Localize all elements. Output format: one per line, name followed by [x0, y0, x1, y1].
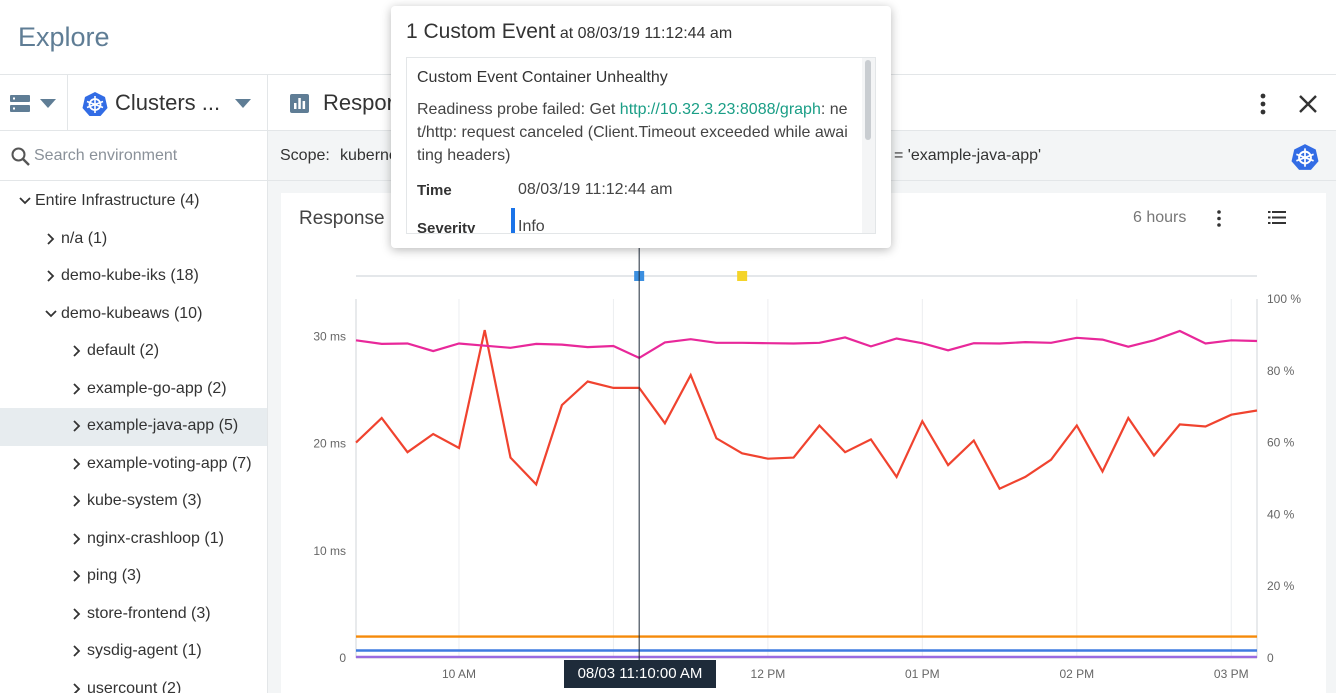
chevron-right-icon[interactable]	[70, 382, 84, 396]
time-range-label[interactable]: 6 hours	[1133, 209, 1187, 226]
search-bar	[0, 131, 267, 181]
bar-chart-icon	[290, 94, 309, 113]
tree-item[interactable]: usercount (2)	[0, 671, 267, 693]
chevron-down-icon[interactable]	[18, 194, 32, 208]
tree-item[interactable]: sysdig-agent (1)	[0, 633, 267, 671]
severity-value: Info	[518, 218, 545, 234]
search-input[interactable]	[34, 143, 254, 169]
scope-label: Scope:	[280, 147, 330, 164]
scope-value-start[interactable]: kuberne	[340, 147, 398, 164]
chevron-right-icon[interactable]	[70, 569, 84, 583]
page-title: Explore	[18, 22, 110, 52]
tree-item-label: demo-kubeaws (10)	[61, 304, 203, 322]
event-name: Custom Event Container Unhealthy	[417, 69, 668, 86]
tree-item[interactable]: kube-system (3)	[0, 483, 267, 521]
panel-title: Response	[299, 208, 385, 229]
severity-label: Severity	[417, 220, 476, 234]
tree-item-label: example-go-app (2)	[87, 379, 227, 397]
tree-item-label: demo-kube-iks (18)	[61, 267, 199, 284]
search-icon	[11, 147, 30, 166]
tree-item[interactable]: example-voting-app (7)	[0, 446, 267, 484]
clusters-label: Clusters ...	[115, 90, 221, 115]
tree-item[interactable]: example-go-app (2)	[0, 371, 267, 409]
chevron-right-icon[interactable]	[70, 644, 84, 658]
chevron-right-icon[interactable]	[70, 607, 84, 621]
dashboard-selector[interactable]: Respor	[268, 75, 468, 131]
kubernetes-icon	[82, 92, 108, 116]
chevron-down-icon[interactable]	[44, 307, 58, 321]
chevron-right-icon[interactable]	[70, 457, 84, 471]
caret-down-icon	[40, 99, 56, 108]
legend-list-icon[interactable]	[1268, 211, 1286, 224]
chevron-right-icon[interactable]	[70, 532, 84, 546]
chart-panel: Response 6 hours	[281, 193, 1326, 693]
chevron-right-icon[interactable]	[70, 494, 84, 508]
server-icon	[10, 95, 30, 112]
tree-item[interactable]: example-java-app (5)	[0, 408, 267, 446]
tree-item-label: sysdig-agent (1)	[87, 642, 202, 659]
tree-item[interactable]: default (2)	[0, 333, 267, 371]
more-vertical-icon[interactable]	[1259, 93, 1267, 115]
tree-item-label: nginx-crashloop (1)	[87, 529, 224, 547]
caret-down-icon	[235, 99, 251, 108]
time-value: 08/03/19 11:12:44 am	[518, 181, 673, 198]
tree-item-label: n/a (1)	[61, 229, 108, 247]
chevron-right-icon[interactable]	[70, 419, 84, 433]
tree-item[interactable]: ping (3)	[0, 558, 267, 596]
tree-item-label: example-voting-app (7)	[87, 454, 252, 472]
chevron-right-icon[interactable]	[44, 269, 58, 283]
tree-item-label: kube-system (3)	[87, 492, 202, 509]
tree-item[interactable]: Entire Infrastructure (4)	[0, 183, 267, 221]
tree-item-label: default (2)	[87, 342, 160, 359]
tree-item[interactable]: store-frontend (3)	[0, 596, 267, 634]
cursor-time-label: 08/03 11:10:00 AM	[564, 660, 716, 688]
event-description: Readiness probe failed: Get http://10.32…	[417, 98, 849, 167]
tooltip-header: 1 Custom Event at 08/03/19 11:12:44 am	[406, 20, 732, 44]
tree-item-label: Entire Infrastructure (4)	[35, 192, 200, 209]
tree-item[interactable]: nginx-crashloop (1)	[0, 521, 267, 559]
chevron-right-icon[interactable]	[70, 344, 84, 358]
scrollbar-thumb[interactable]	[865, 60, 871, 140]
kubernetes-icon	[1291, 144, 1319, 170]
tree-item-label: store-frontend (3)	[87, 604, 211, 622]
tree-item-label: example-java-app (5)	[87, 417, 239, 434]
tree-item[interactable]: demo-kube-iks (18)	[0, 258, 267, 296]
tree-item-label: ping (3)	[87, 567, 142, 584]
chevron-right-icon[interactable]	[44, 232, 58, 246]
tree-item[interactable]: n/a (1)	[0, 221, 267, 259]
sidebar: Entire Infrastructure (4) n/a (1) demo-kub…	[0, 131, 268, 693]
environment-tree: Entire Infrastructure (4) n/a (1) demo-kub…	[0, 183, 267, 693]
event-count: 1 Custom Event	[406, 20, 556, 43]
event-description-link[interactable]: http://10.32.3.23:8088/graph	[619, 101, 821, 118]
event-details: Custom Event Container Unhealthy Readine…	[406, 57, 876, 234]
event-tooltip: 1 Custom Event at 08/03/19 11:12:44 am C…	[391, 6, 891, 248]
data-source-selector[interactable]	[0, 75, 68, 131]
dashboard-label: Respor	[323, 90, 394, 115]
severity-indicator	[511, 208, 515, 233]
chevron-right-icon[interactable]	[70, 682, 84, 693]
close-icon[interactable]	[1298, 94, 1318, 114]
tree-item[interactable]: demo-kubeaws (10)	[0, 296, 267, 334]
event-time-header: at 08/03/19 11:12:44 am	[559, 25, 733, 42]
tree-item-label: usercount (2)	[87, 679, 182, 693]
time-label: Time	[417, 182, 452, 199]
event-description-text-end: : net/http: request canceled (Client.Tim…	[417, 101, 848, 164]
clusters-dropdown[interactable]: Clusters ...	[68, 75, 268, 131]
event-description-text: Readiness probe failed: Get	[417, 101, 620, 118]
scope-value-end[interactable]: = 'example-java-app'	[894, 147, 1042, 164]
more-vertical-icon[interactable]	[1216, 210, 1222, 227]
